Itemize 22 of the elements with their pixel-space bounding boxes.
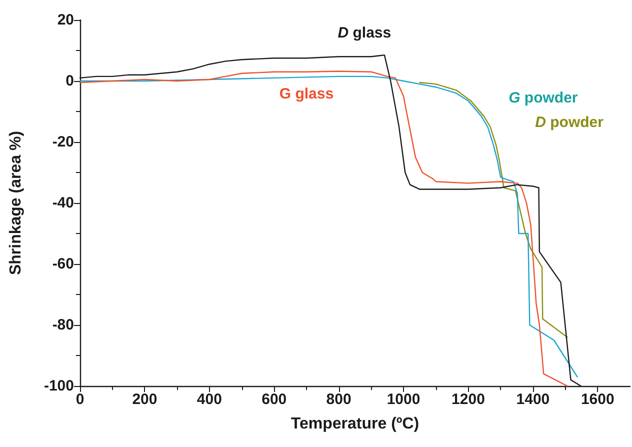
y-tick-label: -20 xyxy=(52,134,74,150)
y-tick-label: -40 xyxy=(52,194,74,212)
y-tick-label: -80 xyxy=(52,316,74,334)
x-tick-label: 600 xyxy=(262,391,287,408)
x-tick-label: 0 xyxy=(76,391,84,408)
x-tick-label: 200 xyxy=(132,391,158,408)
x-tick-label: 1400 xyxy=(516,391,550,408)
y-tick-label: 20 xyxy=(57,12,74,28)
series-label: D glass xyxy=(338,24,392,42)
x-tick-label: 800 xyxy=(326,391,352,408)
y-tick-label: -100 xyxy=(44,378,74,394)
y-tick-label: 0 xyxy=(66,72,74,90)
x-axis-title: Temperature (ºC) xyxy=(290,416,420,432)
x-tick-label: 1000 xyxy=(386,391,420,408)
text: D powder xyxy=(535,114,604,131)
y-axis-title: Shrinkage (area %) xyxy=(8,130,24,276)
series-label: G powder xyxy=(508,90,578,107)
x-tick-label: 400 xyxy=(196,391,222,408)
y-tick-label: -60 xyxy=(52,256,74,272)
x-tick-label: 1200 xyxy=(452,391,485,408)
series-label: G glass xyxy=(279,85,334,102)
x-tick-label: 1600 xyxy=(580,391,614,408)
